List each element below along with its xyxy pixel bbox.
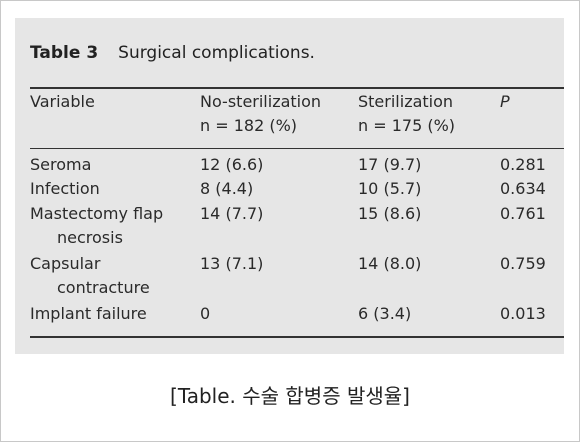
row-sterilization: 14 (8.0) <box>358 254 422 273</box>
row-no-sterilization: 12 (6.6) <box>200 155 264 174</box>
table-title-text: Surgical complications. <box>118 43 315 63</box>
row-variable: Implant failure <box>30 304 147 323</box>
header-p-value: P <box>500 92 510 111</box>
row-variable: Seroma <box>30 155 92 174</box>
table-panel: Table 3 Surgical complications. Variable … <box>15 18 564 354</box>
row-variable: Capsular <box>30 254 101 273</box>
table-number: Table 3 <box>30 43 99 63</box>
row-variable-continued: contracture <box>57 278 150 297</box>
header-variable: Variable <box>30 92 95 111</box>
row-variable-continued: necrosis <box>57 228 123 247</box>
row-p-value: 0.013 <box>500 304 546 323</box>
row-p-value: 0.759 <box>500 254 546 273</box>
header-no-sterilization: No-sterilization <box>200 92 322 111</box>
row-variable: Mastectomy flap <box>30 204 164 223</box>
header-sterilization-n: n = 175 (%) <box>358 116 456 135</box>
header-sterilization: Sterilization <box>358 92 454 111</box>
row-sterilization: 17 (9.7) <box>358 155 422 174</box>
row-sterilization: 6 (3.4) <box>358 304 412 323</box>
table-header-rule <box>30 148 564 149</box>
table-top-rule <box>30 87 564 89</box>
row-no-sterilization: 0 <box>200 304 211 323</box>
table-title: Table 3 Surgical complications. <box>30 43 315 63</box>
figure-caption: [Table. 수술 합병증 발생율] <box>170 384 410 408</box>
table-bottom-rule <box>30 336 564 338</box>
row-p-value: 0.634 <box>500 179 546 198</box>
row-sterilization: 15 (8.6) <box>358 204 422 223</box>
row-no-sterilization: 8 (4.4) <box>200 179 254 198</box>
row-p-value: 0.281 <box>500 155 546 174</box>
row-sterilization: 10 (5.7) <box>358 179 422 198</box>
row-no-sterilization: 13 (7.1) <box>200 254 264 273</box>
header-no-sterilization-n: n = 182 (%) <box>200 116 298 135</box>
row-p-value: 0.761 <box>500 204 546 223</box>
row-no-sterilization: 14 (7.7) <box>200 204 264 223</box>
row-variable: Infection <box>30 179 100 198</box>
